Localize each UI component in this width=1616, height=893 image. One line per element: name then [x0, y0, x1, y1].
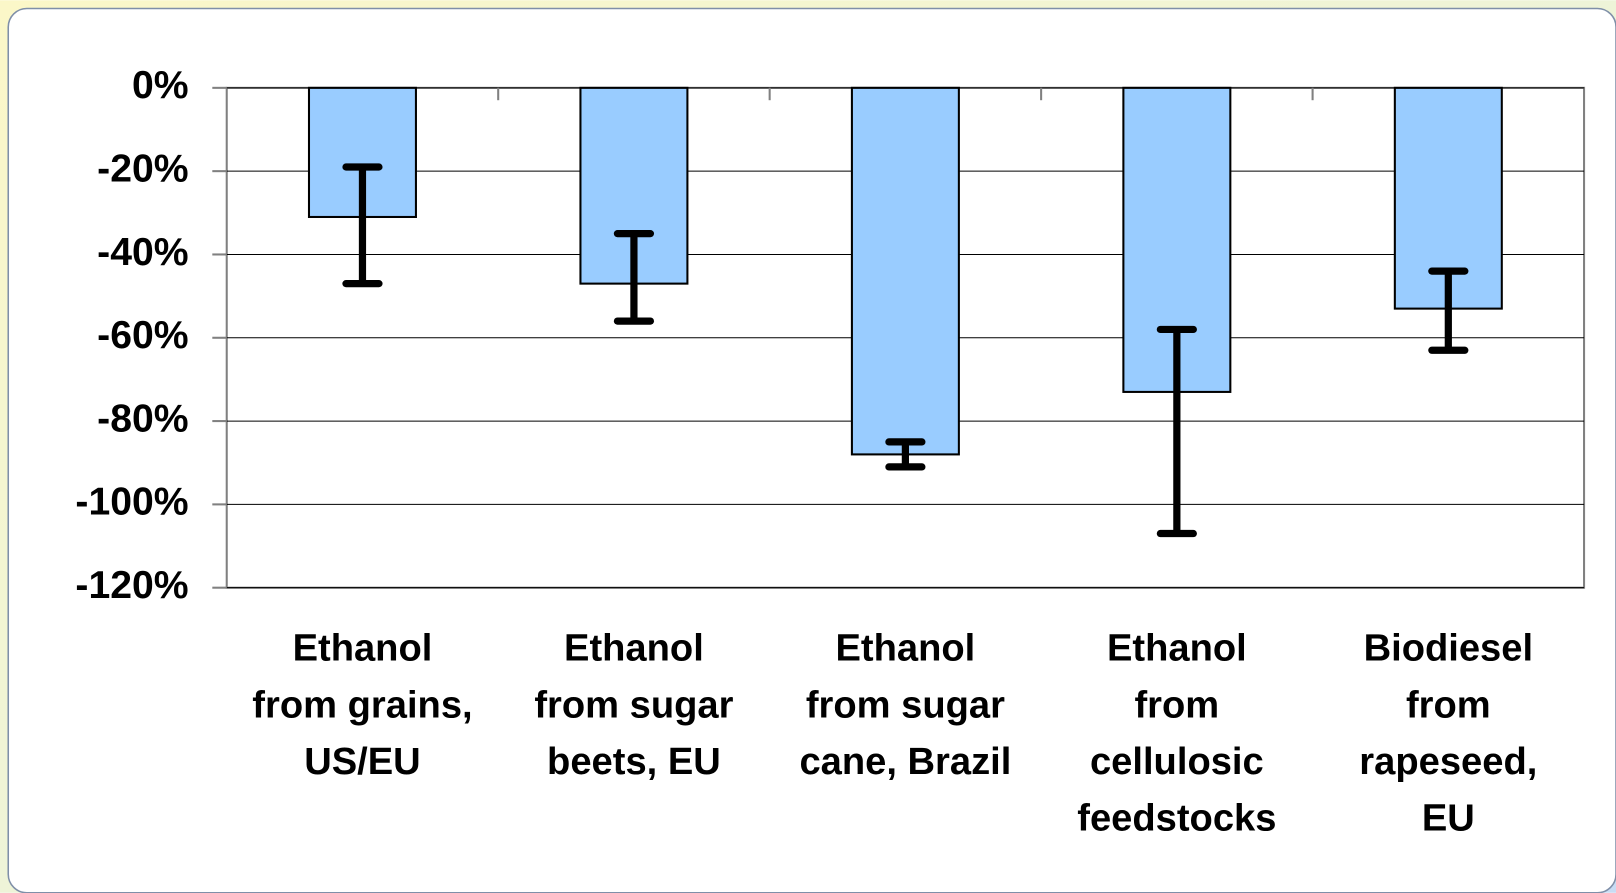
y-tick-label: -20% [97, 147, 188, 190]
x-tick-label: EU [1422, 797, 1475, 840]
x-tick-label: cane, Brazil [799, 740, 1011, 783]
x-tick-label: cellulosic [1090, 740, 1264, 783]
x-tick-label: rapeseed, [1359, 740, 1537, 783]
x-tick-label: beets, EU [547, 740, 721, 783]
x-tick-label: from [1406, 683, 1491, 726]
x-tick-label: from sugar [806, 683, 1005, 726]
y-tick-label: -40% [97, 231, 188, 274]
y-tick-label: 0% [132, 64, 189, 107]
x-tick-label: feedstocks [1077, 797, 1276, 840]
y-tick-label: -100% [75, 481, 188, 524]
y-tick-label: -120% [75, 564, 188, 607]
x-tick-label: from sugar [534, 683, 733, 726]
x-tick-label: from grains, [252, 683, 472, 726]
x-tick-label: Ethanol [1107, 627, 1247, 670]
x-tick-label: Ethanol [564, 627, 704, 670]
x-tick-label: US/EU [304, 740, 421, 783]
x-tick-label: Biodiesel [1364, 627, 1534, 670]
x-tick-label: Ethanol [293, 627, 433, 670]
x-tick-label: from [1134, 683, 1219, 726]
y-tick-label: -60% [97, 314, 188, 357]
y-tick-label: -80% [97, 397, 188, 440]
x-tick-label: Ethanol [835, 627, 975, 670]
bar [850, 86, 960, 456]
